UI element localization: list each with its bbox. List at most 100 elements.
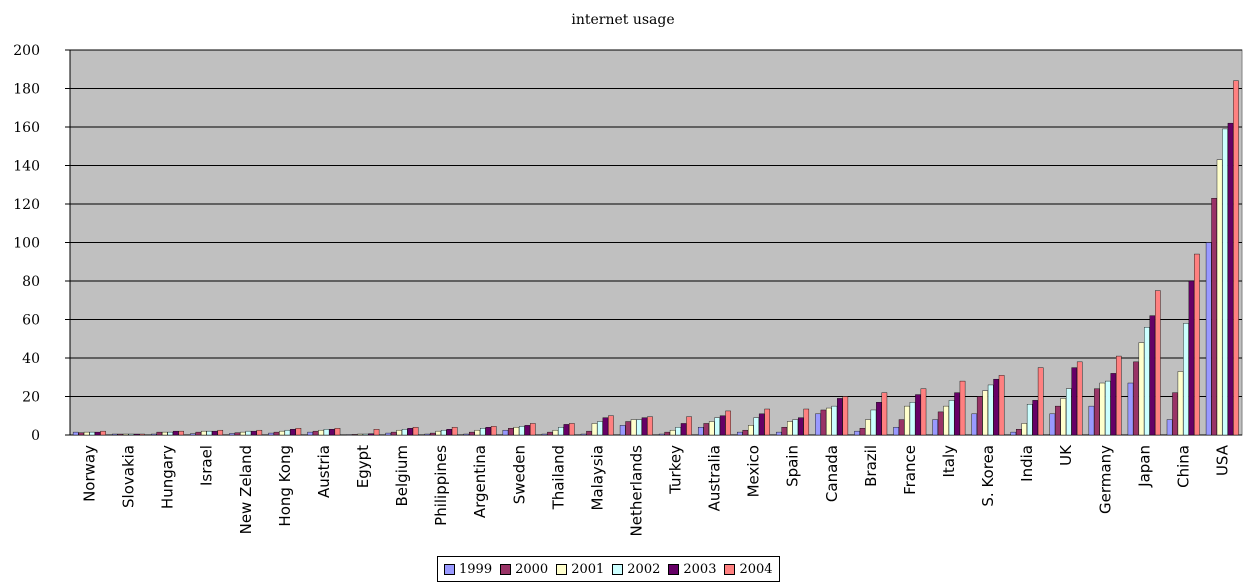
bar-2002-japan [1144,327,1150,436]
bar-1999-china [1166,419,1173,436]
legend-swatch [724,563,736,575]
x-tick-label: Norway [81,445,99,502]
x-tick-label: Austria [315,445,333,498]
bar-2003-newzeland [251,430,257,436]
bar-2001-egypt [357,433,363,436]
legend-label: 1999 [459,561,493,577]
bar-2002-brazil [870,409,877,436]
bar-2002-netherlands [636,419,642,436]
bar-2001-austria [318,429,324,436]
bar-1999-newzeland [229,433,235,436]
bar-2000-uk [1055,405,1061,436]
bar-2004-malaysia [608,415,614,436]
bar-2000-canada [820,409,827,436]
bar-2002-belgium [401,429,408,436]
bar-2000-israel [195,431,202,436]
y-tick-label: 140 [13,159,40,175]
bar-2002-usa [1222,128,1228,436]
bar-2003-skorea [993,378,999,436]
bar-2004-sweden [530,423,536,436]
bar-2002-philippines [440,429,447,436]
legend-item-2000: 2000 [500,562,548,577]
bar-2000-hongkong [273,431,280,436]
bar-2000-philippines [429,432,436,436]
x-tick-label: Australia [706,445,724,511]
bar-2000-sweden [508,428,514,436]
x-tick-label: France [901,445,919,495]
bar-2001-norway [83,431,90,436]
bar-2000-skorea [976,396,983,436]
bar-2003-austria [329,429,335,436]
bar-2002-norway [89,431,95,436]
x-tick-label: India [1018,445,1036,482]
bar-2004-belgium [412,427,419,436]
bar-1999-argentina [463,433,470,436]
bar-2001-netherlands [630,419,637,436]
bar-2002-austria [323,429,330,436]
x-tick-label: Philippines [432,445,450,526]
bar-2000-japan [1133,361,1139,436]
bar-2003-slovakia [133,433,140,436]
legend-label: 2004 [739,561,773,577]
bar-2004-argentina [490,426,497,436]
y-tick-label: 160 [13,120,40,136]
bar-2004-canada [842,396,849,436]
bar-2001-belgium [396,429,402,436]
bar-2002-egypt [362,433,369,436]
bar-2004-uk [1076,361,1083,436]
bar-1999-slovakia [111,433,118,436]
legend-label: 2003 [683,561,717,577]
bar-2004-egypt [373,429,380,436]
bar-1999-belgium [385,432,392,436]
bar-1999-brazil [854,430,860,436]
bar-2000-spain [781,427,788,436]
bar-2000-china [1172,392,1178,436]
x-tick-label: Mexico [745,445,763,497]
bar-1999-philippines [424,433,431,436]
bar-1999-japan [1127,382,1134,436]
y-tick-label: 200 [13,43,40,59]
bar-1999-norway [72,431,79,436]
bar-2003-philippines [446,429,452,436]
bar-2004-skorea [998,375,1005,436]
bar-2004-spain [803,408,810,436]
bar-2004-norway [100,430,106,436]
bar-2003-sweden [524,425,531,436]
bar-2001-argentina [474,429,481,436]
bar-2001-israel [201,430,207,436]
legend-item-2004: 2004 [724,561,773,577]
bar-1999-skorea [971,413,978,436]
y-tick-label: 20 [22,390,40,406]
bar-1999-egypt [346,434,352,436]
bar-2003-france [915,394,921,436]
bar-2003-uk [1071,367,1078,436]
x-tick-label: Turkey [667,445,685,495]
bar-2002-skorea [987,384,994,436]
bar-2001-uk [1060,398,1067,436]
bar-2003-canada [837,398,843,436]
legend-label: 2002 [627,561,661,577]
legend-item-1999: 1999 [444,562,492,577]
chart-legend: 1999 2000 2001 2002 2003 2004 [437,556,780,582]
x-tick-label: Spain [784,445,802,487]
bar-2000-thailand [547,431,553,436]
x-tick-label: Malaysia [588,445,606,511]
bar-1999-israel [190,433,196,436]
bar-2004-mexico [764,408,770,436]
bar-2002-slovakia [128,433,134,436]
x-tick-label: Hong Kong [276,445,294,527]
bar-2004-brazil [881,392,888,436]
bar-2000-hungary [156,431,163,436]
legend-swatch [612,563,624,575]
bar-1999-italy [932,419,938,436]
bar-2001-philippines [435,430,442,436]
bar-2004-germany [1116,355,1122,436]
legend-swatch [556,563,568,575]
bar-2001-turkey [669,429,676,436]
bar-2001-mexico [747,425,754,436]
x-tick-label: Germany [1096,445,1114,514]
x-tick-label: New Zeland [237,445,255,534]
bar-2004-philippines [451,427,458,436]
bar-2004-china [1194,253,1200,436]
